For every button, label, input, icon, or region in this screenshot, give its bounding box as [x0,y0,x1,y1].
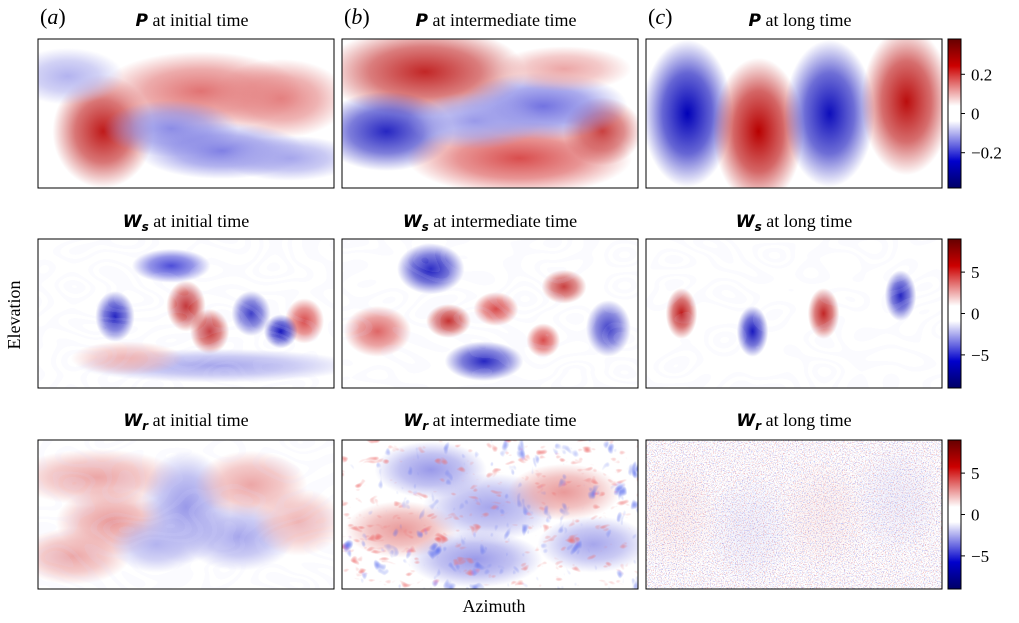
colorbar-tick-label: 0 [971,305,980,324]
vortex-blob [861,39,942,176]
panel-frame [645,38,943,189]
colorbar-tick-label: −0.2 [971,144,1002,163]
panel-title-symbol: P [136,11,149,31]
panel-title-text: at intermediate time [429,211,577,231]
panel-frame [341,439,639,590]
heatmap-panel-2-0 [38,440,334,589]
noise-texture [646,440,942,589]
panel-title-text: at intermediate time [428,10,576,30]
panel-title-symbol: W [736,212,756,232]
colorbar [948,239,961,388]
panel-letter: (c) [648,4,672,29]
panel-title: Wr at intermediate time [403,410,576,433]
panel-title-text: at intermediate time [428,410,576,430]
panel-title-subscript: s [755,220,762,234]
contour-texture [342,239,638,388]
panel-title-symbol: W [403,411,423,431]
panel-title-text: at long time [762,211,852,231]
contour-texture [646,239,942,388]
panel-title: Wr at long time [736,410,851,433]
colorbar-tick-label: 0.2 [971,65,992,84]
heatmap-panel-1-0 [38,239,334,388]
heatmap-panel-1-1 [342,239,638,388]
panel-title-symbol: W [123,212,143,232]
panel-frame [341,38,639,189]
colorbar-tick-label: 0 [971,105,980,124]
vortex-blob [222,135,334,181]
vortex-blob [213,58,334,139]
panel-title-text: at long time [761,10,851,30]
panel-title-symbol: P [749,11,762,31]
panel-title: Ws at initial time [123,211,249,234]
colorbar [948,39,961,188]
panel-title-text: at initial time [148,10,248,30]
panel-title-symbol: P [416,11,429,31]
panel-title: P at initial time [136,10,249,31]
panel-title-subscript: s [422,220,429,234]
panel-letter: (a) [40,4,66,29]
colorbar-tick-label: −5 [971,346,989,365]
vortex-blob [646,39,733,188]
panel-title: Ws at intermediate time [403,211,577,234]
vortex-blob [713,57,804,188]
colorbar-tick-label: 5 [971,263,980,282]
panel-title-subscript: s [142,220,149,234]
panel-title-text: at long time [761,410,851,430]
colorbar-tick-label: 0 [971,506,980,525]
colorbar-tick-label: −5 [971,547,989,566]
contour-texture [38,440,334,589]
panel-title-text: at initial time [149,211,249,231]
panel-title-symbol: W [403,212,423,232]
heatmap-panel-0-2 [646,39,942,188]
panel-title: P at long time [749,10,852,31]
heatmap-panel-1-2 [646,239,942,388]
vortex-blob [38,47,124,105]
heatmap-panel-2-1 [342,440,638,589]
panel-frame [37,38,335,189]
panel-frame [341,238,639,389]
panel-title-subscript: r [142,419,149,433]
panel-frame [37,238,335,389]
colorbar-tick-label: 5 [971,464,980,483]
vortex-blob [496,46,632,92]
vortex-blob [784,39,875,188]
panel-title-symbol: W [736,411,756,431]
panel-frame [37,439,335,590]
panel-title: P at intermediate time [416,10,577,31]
contour-texture [38,239,334,388]
heatmap-panel-0-0 [38,39,334,188]
panel-frame [645,238,943,389]
panel-title-subscript: r [422,419,429,433]
panel-title-subscript: r [755,419,762,433]
panel-frame [645,439,943,590]
colorbar [948,440,961,589]
vortex-blob [407,92,543,150]
y-axis-label: Elevation [4,281,24,350]
turbulent-filaments [342,440,638,589]
panel-title: Ws at long time [736,211,852,234]
panel-title: Wr at initial time [123,410,248,433]
heatmap-panel-0-1 [342,39,638,188]
panel-title-text: at initial time [148,410,248,430]
x-axis-label: Azimuth [463,596,526,616]
panel-letter: (b) [344,4,370,29]
heatmap-panel-2-2 [646,440,942,589]
panel-title-symbol: W [123,411,143,431]
